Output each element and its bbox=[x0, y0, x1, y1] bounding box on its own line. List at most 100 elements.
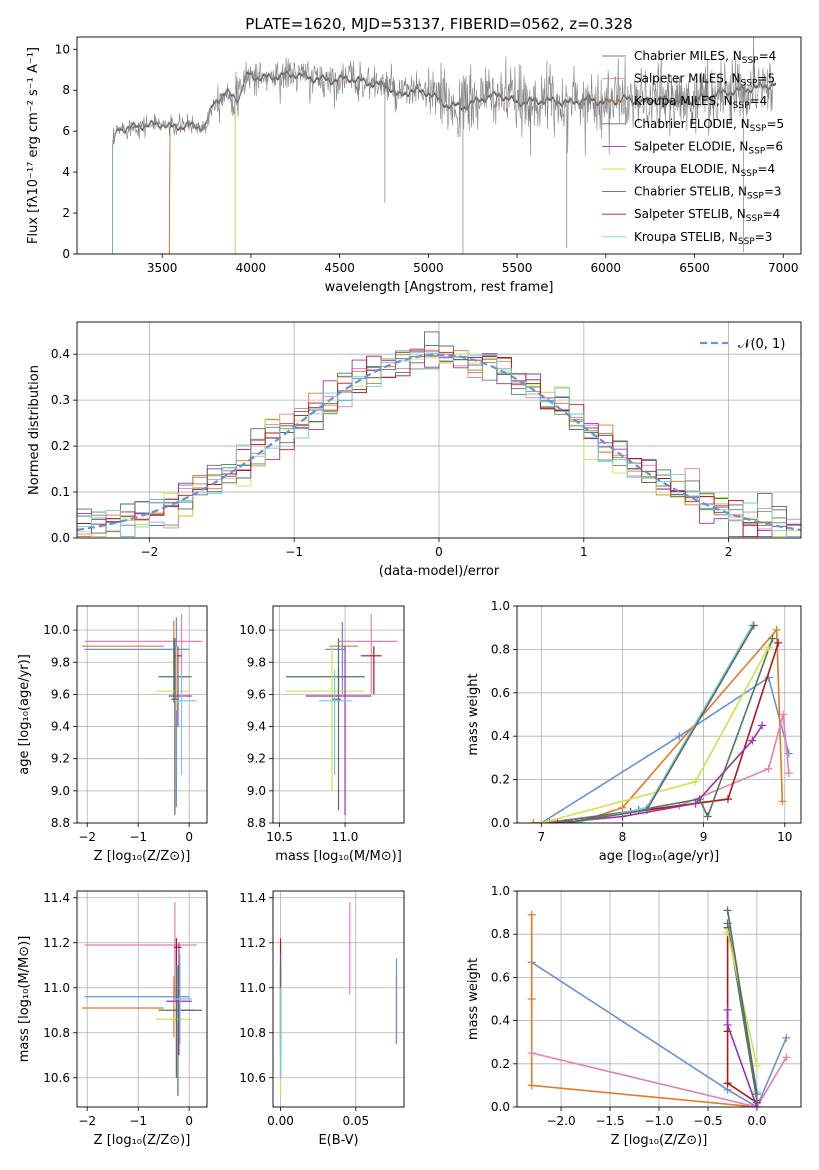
legend-label: Kroupa STELIB, NSSP=3 bbox=[634, 230, 772, 247]
histogram-step bbox=[77, 331, 801, 538]
weight-series bbox=[529, 625, 787, 823]
panel-spectrum: 3500 4000 4500 5000 5500 6000 6500 7000 0 2 4 6 8 10 w… bbox=[26, 15, 802, 295]
errorbar-point bbox=[318, 670, 352, 775]
weight-line bbox=[573, 625, 753, 823]
errorbar-point bbox=[82, 976, 175, 1038]
weight-line bbox=[726, 927, 758, 1104]
legend-label: Salpeter MILES, NSSP=5 bbox=[634, 72, 775, 89]
x-tick-label: 0 bbox=[185, 1114, 193, 1128]
weight-marker bbox=[782, 1033, 791, 1042]
x-tick-label: 9 bbox=[700, 830, 708, 844]
legend-label: Chabrier STELIB, NSSP=3 bbox=[634, 185, 782, 202]
legend-label-tail: =5 bbox=[766, 117, 784, 131]
panel-mass-vs-ebv: 0.00 0.05 10.6 10.8 11.0 11.2 11.4 E(B-V) bbox=[239, 890, 405, 1148]
y-tick-label: 9.4 bbox=[51, 720, 70, 734]
y-tick-label: 10.6 bbox=[43, 1071, 70, 1085]
weight-line bbox=[533, 627, 784, 823]
weight-marker bbox=[723, 928, 732, 937]
weight-marker bbox=[752, 1090, 761, 1099]
plot-area-spectrum bbox=[112, 37, 777, 254]
y-tick-label: 8.8 bbox=[247, 816, 266, 830]
weight-series bbox=[537, 673, 793, 823]
errorbar-point bbox=[286, 646, 365, 791]
legend-label-sub: SSP bbox=[746, 214, 763, 224]
errorbar-point bbox=[329, 622, 359, 671]
axes-frame bbox=[76, 890, 208, 1108]
weight-marker bbox=[774, 638, 783, 647]
weight-series bbox=[553, 721, 767, 823]
legend-label-sub: SSP bbox=[742, 56, 759, 66]
y-axis-label: mass [log₁₀(M/M⊙)] bbox=[17, 936, 32, 1063]
legend-label: 𝒩(0, 1) bbox=[738, 337, 785, 352]
y-axis-label: mass weight bbox=[466, 673, 481, 755]
plot-area-weight-vs-metallicity bbox=[517, 891, 801, 1107]
x-tick-label: −0.5 bbox=[693, 1114, 722, 1128]
weight-marker bbox=[691, 799, 700, 808]
y-tick-label: 0.4 bbox=[51, 347, 70, 361]
x-tick-label: 0.00 bbox=[267, 1114, 294, 1128]
legend-label: Chabrier MILES, NSSP=4 bbox=[634, 49, 776, 66]
weight-marker bbox=[642, 805, 651, 814]
legend-label-tail: =4 bbox=[759, 49, 777, 63]
legend-label-main: Chabrier ELODIE, N bbox=[634, 117, 750, 131]
x-axis-label: age [log₁₀(age/yr)] bbox=[599, 849, 720, 864]
y-tick-label: 0.8 bbox=[491, 642, 510, 656]
weight-line bbox=[530, 914, 757, 1107]
errorbar-point bbox=[173, 670, 197, 775]
x-tick-label: 10 bbox=[777, 830, 792, 844]
y-tick-label: 0.4 bbox=[491, 729, 510, 743]
panel-weight-vs-metallicity: −2.0 −1.5 −1.0 −0.5 0.0 0.0 0.2 0.4 0.6 0.8 1.0 Z [… bbox=[466, 884, 802, 1148]
axes-frame bbox=[76, 36, 802, 255]
weight-line bbox=[565, 642, 780, 823]
y-tick-label: 10.6 bbox=[239, 1071, 266, 1085]
weight-marker bbox=[723, 1079, 732, 1088]
errorbar-point bbox=[168, 646, 192, 727]
x-tick-label: −1 bbox=[129, 1114, 147, 1128]
weight-marker bbox=[527, 995, 536, 1003]
weight-marker bbox=[527, 1049, 536, 1057]
y-axis-label: age [log₁₀(age/yr)] bbox=[17, 654, 32, 775]
weight-marker bbox=[723, 1020, 732, 1029]
legend-label: Chabrier ELODIE, NSSP=5 bbox=[634, 117, 784, 134]
x-tick-label: 5000 bbox=[413, 261, 444, 275]
y-tick-label: 9.2 bbox=[247, 752, 266, 766]
legend-label-sub: SSP bbox=[750, 124, 767, 134]
x-tick-label: 8 bbox=[619, 830, 627, 844]
errorbar-point bbox=[82, 620, 175, 671]
normal-reference-curve bbox=[77, 353, 801, 531]
y-tick-label: 1.0 bbox=[491, 884, 510, 898]
y-tick-label: 0.8 bbox=[491, 927, 510, 941]
legend-label-tail: =4 bbox=[750, 94, 768, 108]
y-tick-label: 11.0 bbox=[239, 981, 266, 995]
x-tick-label: 1 bbox=[580, 545, 588, 559]
plot-area-age-vs-metallicity bbox=[77, 606, 207, 823]
x-tick-label: −2 bbox=[78, 1114, 96, 1128]
legend-label-main: Chabrier MILES, N bbox=[634, 49, 742, 63]
y-tick-label: 11.0 bbox=[43, 981, 70, 995]
legend-label-main: Kroupa ELODIE, N bbox=[634, 162, 741, 176]
weight-marker bbox=[553, 819, 562, 823]
observed-spectrum-line bbox=[112, 37, 773, 157]
y-axis-label: mass weight bbox=[466, 958, 481, 1040]
legend-label-main: Salpeter ELODIE, N bbox=[634, 139, 748, 153]
x-tick-label: −2.0 bbox=[546, 1114, 575, 1128]
y-tick-label: 10.8 bbox=[239, 1026, 266, 1040]
y-tick-label: 0.0 bbox=[491, 1100, 510, 1114]
plot-area-mass-vs-ebv bbox=[273, 891, 404, 1107]
y-tick-label: 11.2 bbox=[239, 936, 266, 950]
errorbar-point bbox=[84, 902, 197, 999]
y-tick-label: 11.4 bbox=[43, 891, 70, 905]
weight-marker bbox=[618, 803, 627, 812]
y-tick-label: 1.0 bbox=[491, 599, 510, 613]
legend-label-sub: SSP bbox=[741, 79, 758, 89]
weight-marker bbox=[768, 634, 777, 643]
weight-line bbox=[531, 1052, 787, 1107]
weight-marker bbox=[778, 797, 787, 806]
x-tick-label: 7 bbox=[538, 830, 546, 844]
axes-frame bbox=[272, 890, 405, 1108]
weight-marker bbox=[529, 819, 538, 823]
y-tick-label: 0.2 bbox=[491, 773, 510, 787]
y-tick-label: 2 bbox=[62, 206, 70, 220]
